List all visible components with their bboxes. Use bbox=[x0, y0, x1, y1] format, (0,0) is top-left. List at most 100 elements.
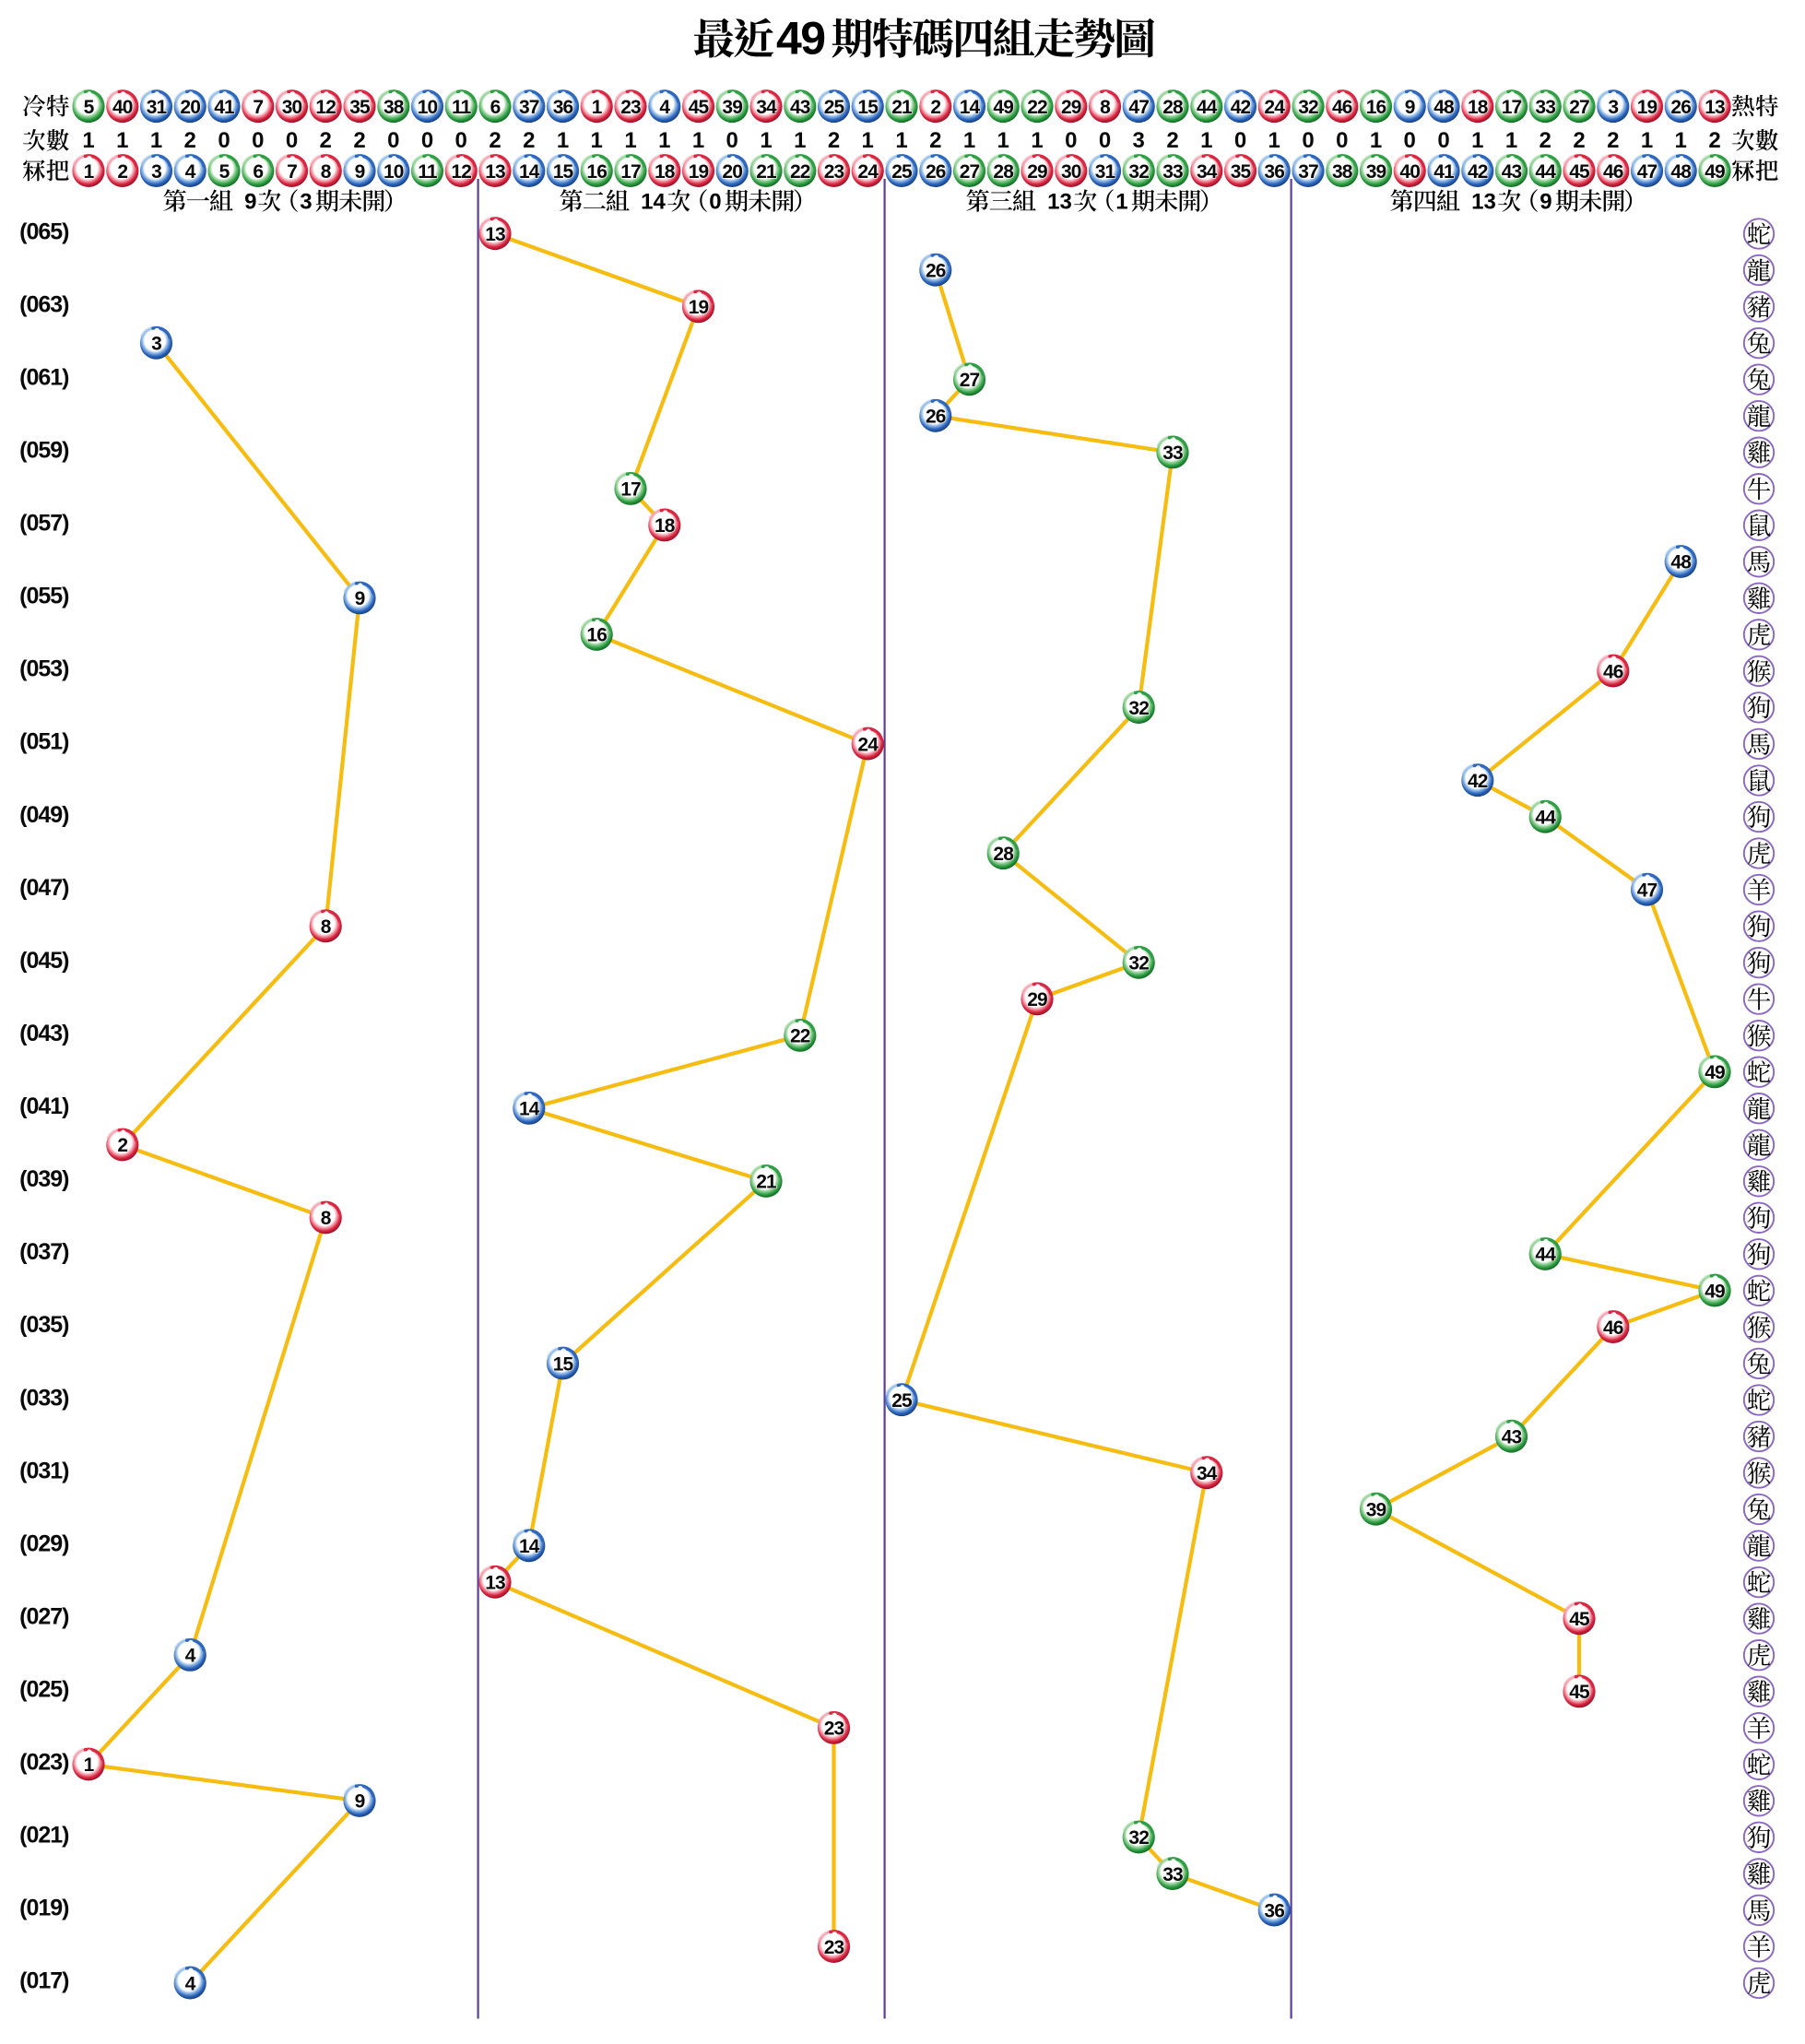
svg-text:48: 48 bbox=[1670, 161, 1692, 183]
svg-text:26: 26 bbox=[926, 161, 946, 183]
svg-text:43: 43 bbox=[1502, 161, 1522, 183]
svg-text:(037): (037) bbox=[19, 1239, 69, 1265]
svg-text:0: 0 bbox=[726, 128, 738, 153]
svg-text:49: 49 bbox=[1705, 1062, 1725, 1083]
svg-text:26: 26 bbox=[926, 407, 946, 428]
svg-text:39: 39 bbox=[722, 97, 742, 118]
svg-text:32: 32 bbox=[1298, 97, 1318, 118]
svg-text:4: 4 bbox=[185, 1973, 196, 1994]
svg-text:1: 1 bbox=[1031, 128, 1043, 153]
svg-text:45: 45 bbox=[1569, 1609, 1590, 1630]
svg-text:20: 20 bbox=[722, 161, 742, 183]
svg-text:23: 23 bbox=[620, 97, 641, 118]
svg-text:1: 1 bbox=[1115, 190, 1127, 215]
svg-text:2: 2 bbox=[353, 128, 365, 153]
svg-text:46: 46 bbox=[1603, 661, 1623, 682]
svg-text:27: 27 bbox=[1569, 97, 1589, 118]
svg-text:(063): (063) bbox=[19, 291, 69, 317]
svg-text:24: 24 bbox=[1264, 97, 1285, 118]
svg-text:33: 33 bbox=[1162, 1864, 1183, 1885]
svg-text:1: 1 bbox=[997, 128, 1009, 153]
svg-text:28: 28 bbox=[993, 844, 1014, 865]
svg-text:43: 43 bbox=[790, 97, 810, 118]
svg-text:1: 1 bbox=[1505, 128, 1517, 153]
svg-text:4: 4 bbox=[659, 97, 670, 118]
svg-text:45: 45 bbox=[1569, 161, 1590, 183]
svg-text:4: 4 bbox=[185, 1646, 196, 1667]
svg-text:3: 3 bbox=[151, 161, 161, 183]
svg-text:13: 13 bbox=[1471, 190, 1496, 215]
svg-text:17: 17 bbox=[620, 479, 641, 501]
svg-text:15: 15 bbox=[553, 161, 574, 183]
svg-text:(051): (051) bbox=[19, 729, 69, 755]
svg-text:(033): (033) bbox=[19, 1385, 69, 1411]
svg-text:2: 2 bbox=[1540, 128, 1551, 153]
svg-text:19: 19 bbox=[1637, 97, 1658, 118]
svg-text:1: 1 bbox=[557, 128, 569, 153]
svg-text:21: 21 bbox=[891, 97, 913, 118]
svg-text:14: 14 bbox=[641, 190, 666, 215]
svg-text:0: 0 bbox=[709, 190, 721, 215]
svg-text:34: 34 bbox=[1197, 161, 1218, 183]
svg-text:1: 1 bbox=[1641, 128, 1653, 153]
svg-text:39: 39 bbox=[1366, 1499, 1386, 1520]
svg-text:25: 25 bbox=[891, 1390, 913, 1412]
svg-text:14: 14 bbox=[960, 97, 981, 118]
svg-text:34: 34 bbox=[756, 97, 777, 118]
svg-text:21: 21 bbox=[756, 161, 777, 183]
svg-text:35: 35 bbox=[1231, 161, 1252, 183]
svg-text:2: 2 bbox=[1708, 128, 1720, 153]
svg-text:31: 31 bbox=[147, 97, 168, 118]
svg-text:18: 18 bbox=[1468, 97, 1489, 118]
svg-text:3: 3 bbox=[1608, 97, 1618, 118]
svg-text:(039): (039) bbox=[19, 1166, 69, 1192]
svg-text:8: 8 bbox=[321, 161, 332, 183]
svg-text:26: 26 bbox=[1670, 97, 1691, 118]
svg-text:45: 45 bbox=[689, 97, 710, 118]
svg-text:44: 44 bbox=[1535, 161, 1556, 183]
svg-text:0: 0 bbox=[1302, 128, 1314, 153]
svg-text:33: 33 bbox=[1162, 161, 1183, 183]
svg-text:5: 5 bbox=[84, 97, 95, 118]
svg-text:28: 28 bbox=[993, 161, 1014, 183]
svg-text:11: 11 bbox=[418, 161, 438, 183]
svg-text:1: 1 bbox=[1268, 128, 1280, 153]
svg-text:7: 7 bbox=[287, 161, 297, 183]
svg-text:1: 1 bbox=[895, 128, 907, 153]
svg-text:2: 2 bbox=[929, 128, 941, 153]
svg-text:9: 9 bbox=[355, 1791, 365, 1813]
svg-text:13: 13 bbox=[485, 224, 505, 245]
svg-text:(019): (019) bbox=[19, 1896, 69, 1921]
svg-text:18: 18 bbox=[655, 515, 676, 537]
svg-text:28: 28 bbox=[1162, 97, 1184, 118]
svg-text:0: 0 bbox=[1099, 128, 1111, 153]
svg-text:29: 29 bbox=[1027, 161, 1047, 183]
svg-text:0: 0 bbox=[1234, 128, 1246, 153]
svg-text:18: 18 bbox=[655, 161, 676, 183]
svg-text:16: 16 bbox=[1366, 97, 1386, 118]
svg-text:1: 1 bbox=[692, 128, 704, 153]
svg-text:22: 22 bbox=[1027, 97, 1047, 118]
svg-text:1: 1 bbox=[591, 128, 603, 153]
svg-text:44: 44 bbox=[1197, 97, 1218, 118]
svg-text:22: 22 bbox=[790, 1026, 810, 1047]
svg-text:1: 1 bbox=[760, 128, 772, 153]
svg-text:1: 1 bbox=[1370, 128, 1382, 153]
svg-text:1: 1 bbox=[624, 128, 636, 153]
svg-text:48: 48 bbox=[1433, 97, 1455, 118]
svg-text:20: 20 bbox=[180, 97, 200, 118]
svg-text:15: 15 bbox=[857, 97, 879, 118]
svg-text:(061): (061) bbox=[19, 364, 69, 390]
svg-text:1: 1 bbox=[1675, 128, 1687, 153]
svg-text:1: 1 bbox=[82, 128, 94, 153]
svg-text:31: 31 bbox=[1095, 161, 1116, 183]
svg-text:33: 33 bbox=[1162, 443, 1183, 464]
svg-text:10: 10 bbox=[418, 97, 438, 118]
svg-text:12: 12 bbox=[315, 97, 336, 118]
svg-text:32: 32 bbox=[1128, 1827, 1149, 1849]
svg-text:33: 33 bbox=[1535, 97, 1555, 118]
svg-text:34: 34 bbox=[1197, 1463, 1218, 1484]
svg-text:30: 30 bbox=[1061, 161, 1081, 183]
svg-text:10: 10 bbox=[383, 161, 404, 183]
svg-text:9: 9 bbox=[1540, 190, 1551, 215]
